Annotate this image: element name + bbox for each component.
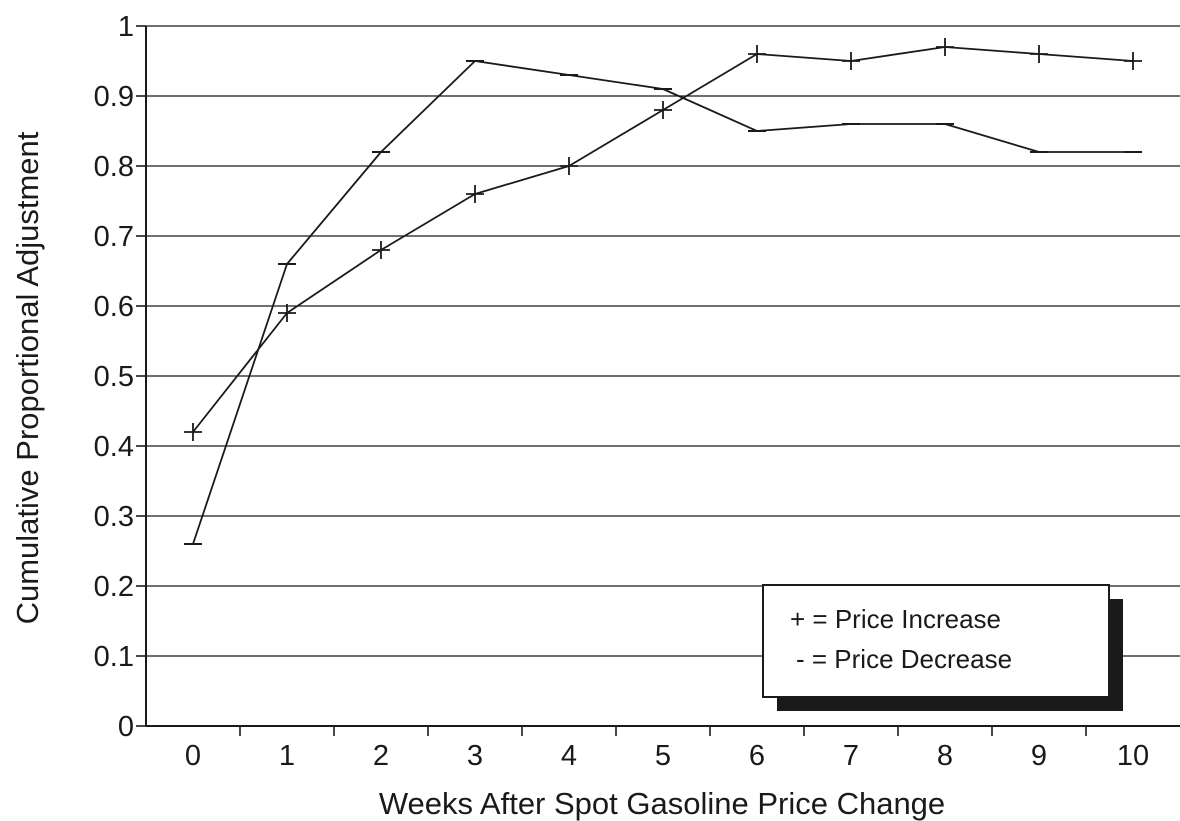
x-tick-label: 8 — [937, 740, 953, 772]
y-tick-label: 0.1 — [94, 641, 134, 673]
y-tick-label: 0.3 — [94, 501, 134, 533]
legend-item-price-increase: + = Price Increase — [790, 604, 1001, 634]
y-tick-label: 0.4 — [94, 431, 134, 463]
x-tick-label: 6 — [749, 740, 765, 772]
series-decrease — [184, 60, 1142, 545]
axes — [136, 25, 1180, 736]
x-tick-label: 7 — [843, 740, 859, 772]
x-tick-label: 2 — [373, 740, 389, 772]
y-tick-label: 0.7 — [94, 221, 134, 253]
y-tick-label: 1 — [118, 11, 134, 43]
data-point-increase — [466, 185, 484, 203]
y-tick-label: 0.8 — [94, 151, 134, 183]
data-point-increase — [184, 423, 202, 441]
x-tick-label: 1 — [279, 740, 295, 772]
series-increase — [184, 38, 1142, 441]
data-point-increase — [278, 304, 296, 322]
x-tick-label: 10 — [1117, 740, 1149, 772]
data-point-increase — [1030, 45, 1048, 63]
x-tick-label: 3 — [467, 740, 483, 772]
data-point-increase — [1124, 52, 1142, 70]
x-tick-labels: 0 1 2 3 4 5 6 7 8 9 10 — [185, 740, 1149, 772]
x-tick-label: 4 — [561, 740, 577, 772]
data-point-increase — [936, 38, 954, 56]
legend-box — [762, 584, 1110, 698]
x-axis-title: Weeks After Spot Gasoline Price Change — [379, 786, 945, 821]
data-point-increase — [654, 101, 672, 119]
y-tick-label: 0 — [118, 711, 134, 743]
x-tick-label: 9 — [1031, 740, 1047, 772]
data-point-increase — [842, 52, 860, 70]
gridlines — [146, 25, 1180, 657]
y-tick-label: 0.2 — [94, 571, 134, 603]
y-axis-title: Cumulative Proportional Adjustment — [10, 131, 45, 624]
y-tick-label: 0.9 — [94, 81, 134, 113]
x-tick-label: 5 — [655, 740, 671, 772]
series — [184, 38, 1142, 545]
y-tick-label: 0.6 — [94, 291, 134, 323]
y-tick-label: 0.5 — [94, 361, 134, 393]
x-tick-label: 0 — [185, 740, 201, 772]
data-point-increase — [560, 157, 578, 175]
data-point-increase — [748, 45, 766, 63]
data-point-increase — [372, 241, 390, 259]
legend-item-price-decrease: - = Price Decrease — [796, 644, 1012, 674]
legend: + = Price Increase - = Price Decrease — [762, 584, 1123, 711]
y-tick-labels: 0 0.1 0.2 0.3 0.4 0.5 0.6 0.7 0.8 0.9 1 — [94, 11, 134, 743]
